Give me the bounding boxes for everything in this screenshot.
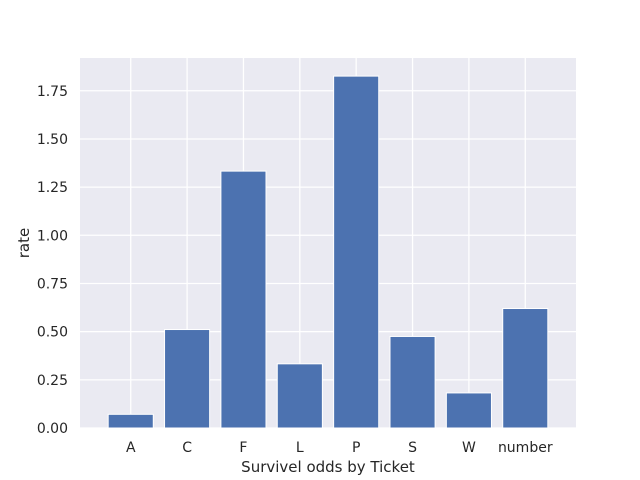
bar-F (220, 170, 267, 429)
plot-area (80, 58, 576, 428)
y-tick-label: 0.75 (37, 276, 68, 292)
x-tick-label: F (239, 440, 247, 456)
y-tick-label: 1.25 (37, 180, 68, 196)
x-tick-label: A (126, 440, 136, 456)
y-tick-label: 0.25 (37, 373, 68, 389)
x-tick-label: W (462, 440, 476, 456)
y-axis-label: rate (15, 228, 33, 258)
x-axis-label: Survivel odds by Ticket (241, 458, 415, 476)
y-tick-label: 1.50 (37, 132, 68, 148)
bar-A (107, 413, 154, 429)
x-tick-label: S (408, 440, 417, 456)
bars (107, 75, 549, 429)
y-tick-label: 0.00 (37, 421, 68, 437)
bar-W (445, 392, 492, 429)
bar-S (389, 335, 436, 429)
x-tick-label: L (296, 440, 304, 456)
bar-P (333, 75, 380, 429)
y-tick-label: 1.00 (37, 228, 68, 244)
bar-C (164, 329, 211, 429)
bar-number (502, 308, 549, 429)
y-tick-label: 0.50 (37, 325, 68, 341)
y-tick-labels: 0.00 0.25 0.50 0.75 1.00 1.25 1.50 1.75 (37, 84, 68, 437)
x-tick-label: P (352, 440, 360, 456)
y-tick-label: 1.75 (37, 84, 68, 100)
x-tick-label: C (182, 440, 192, 456)
bar-L (276, 363, 323, 429)
x-tick-label: number (498, 440, 553, 456)
